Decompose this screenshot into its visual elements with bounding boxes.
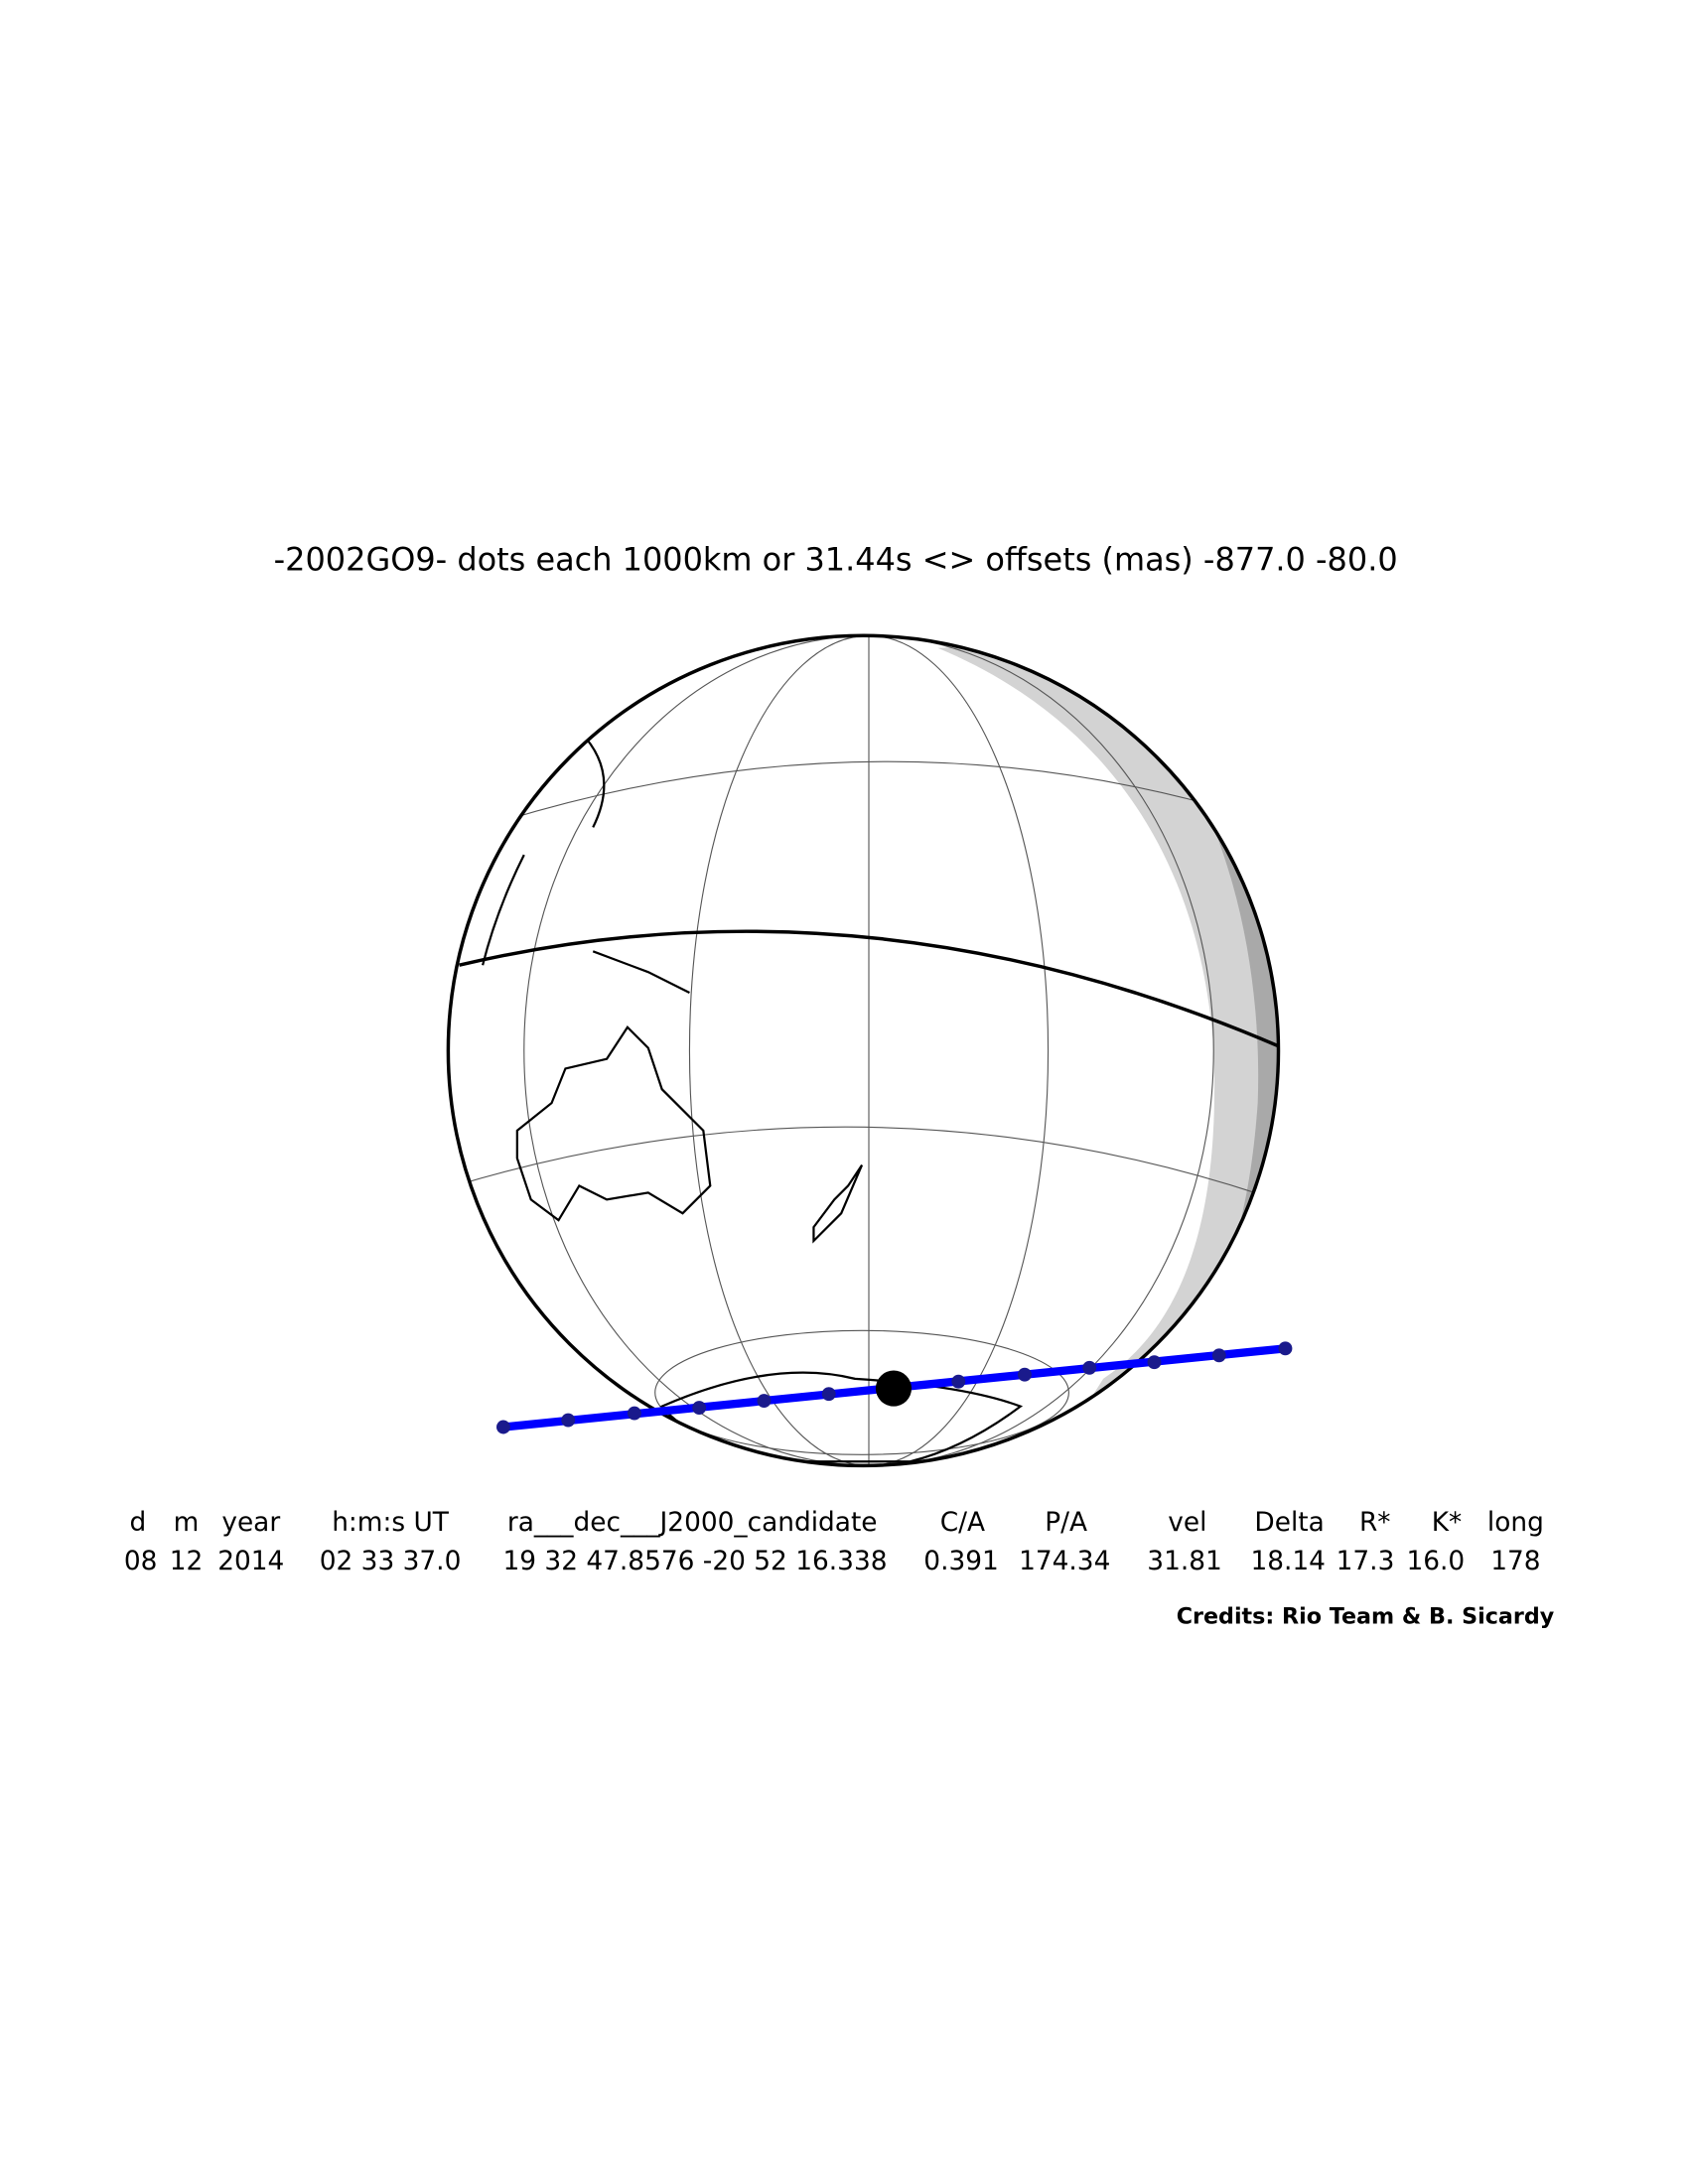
cell: 31.81: [1147, 1547, 1222, 1576]
globe-outline: [446, 633, 1281, 1468]
globe-disk: [448, 635, 1279, 1466]
cell: 12: [170, 1547, 204, 1576]
header: ra___dec___J2000_candidate: [507, 1508, 878, 1538]
cell: 08: [124, 1547, 158, 1576]
cell: 174.34: [1019, 1547, 1110, 1576]
cell: 18.14: [1250, 1547, 1326, 1576]
shadow-path: [496, 1341, 1293, 1434]
header: P/A: [1045, 1508, 1087, 1538]
title: -2002GO9- dots each 1000km or 31.44s <> …: [274, 540, 1398, 578]
cell: 17.3: [1336, 1547, 1395, 1576]
header: Delta: [1254, 1508, 1324, 1538]
cell: 178: [1490, 1547, 1540, 1576]
cell: 0.391: [923, 1547, 999, 1576]
header: h:m:s UT: [332, 1508, 450, 1538]
header: K*: [1432, 1508, 1462, 1538]
header: vel: [1168, 1508, 1206, 1538]
cell: 2014: [217, 1547, 284, 1576]
globe: [446, 633, 1281, 1468]
header: d: [130, 1508, 147, 1538]
table: d m year h:m:s UT ra___dec___J2000_candi…: [124, 1508, 1544, 1576]
header: R*: [1359, 1508, 1391, 1538]
path-dots: [496, 1341, 1293, 1434]
central-instant: [875, 1370, 913, 1407]
cell: 16.0: [1406, 1547, 1465, 1576]
cell: 02 33 37.0: [320, 1547, 462, 1576]
header: C/A: [940, 1508, 985, 1538]
header: long: [1487, 1508, 1544, 1538]
cell: 19 32 47.8576 -20 52 16.338: [502, 1547, 887, 1576]
header: year: [221, 1508, 280, 1538]
credits: Credits: Rio Team & B. Sicardy: [1177, 1604, 1555, 1630]
header: m: [174, 1508, 200, 1538]
